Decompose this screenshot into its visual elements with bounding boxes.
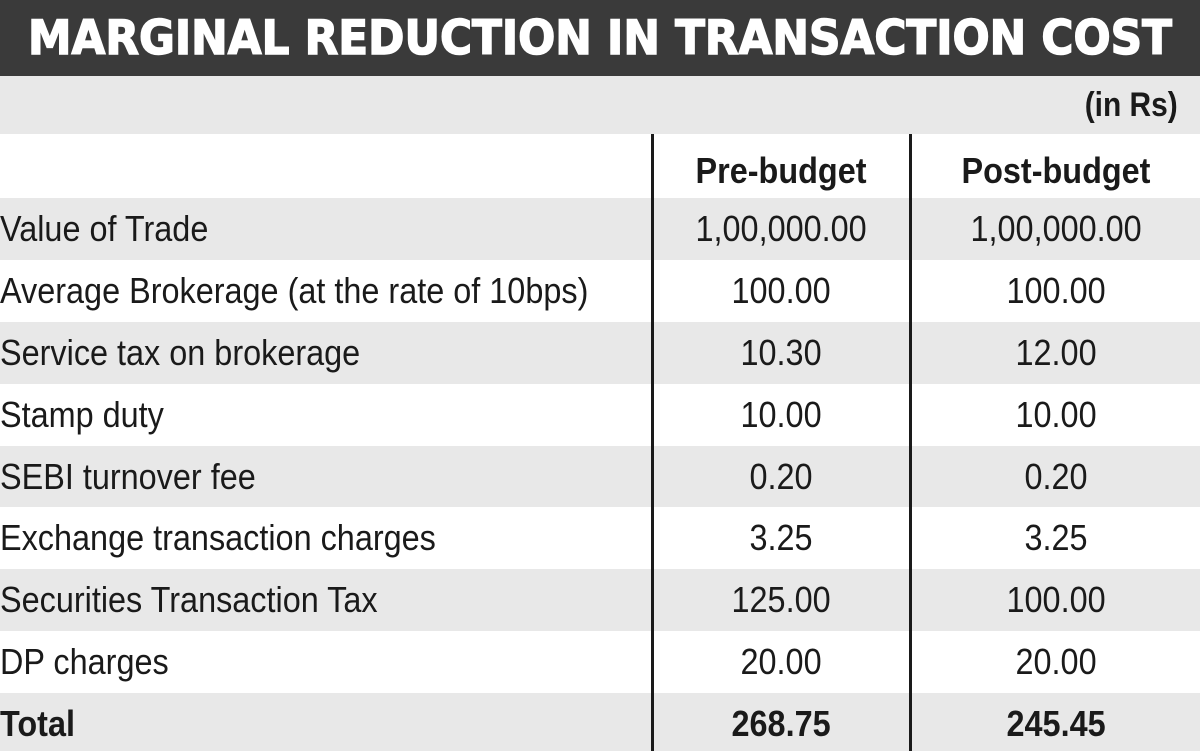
row-label: Average Brokerage (at the rate of 10bps) [0,269,589,311]
header-row: Pre-budget Post-budget [0,134,1200,198]
column-header-pre-budget: Pre-budget [650,134,910,198]
table-row: Exchange transaction charges 3.25 3.25 [0,507,1200,570]
row-label: SEBI turnover fee [0,455,256,497]
header-blank [0,134,652,198]
pre-budget-value: 100.00 [650,259,910,322]
cost-table: Pre-budget Post-budget Value of Trade 1,… [0,134,1200,751]
total-pre-budget-value: 268.75 [650,693,910,751]
pre-budget-value: 10.00 [650,383,910,446]
table-row: SEBI turnover fee 0.20 0.20 [0,445,1200,508]
total-label: Total [0,703,75,745]
table-row: Securities Transaction Tax 125.00 100.00 [0,569,1200,632]
row-label: Securities Transaction Tax [0,579,378,621]
post-budget-value: 20.00 [908,631,1200,694]
table-row: Service tax on brokerage 10.30 12.00 [0,321,1200,384]
unit-note: (in Rs) [1084,86,1178,124]
row-label: Exchange transaction charges [0,517,436,559]
post-budget-value: 100.00 [908,259,1200,322]
post-budget-value: 1,00,000.00 [908,198,1200,260]
total-post-budget-value: 245.45 [908,693,1200,751]
pre-budget-value: 10.30 [650,321,910,384]
column-header-post-budget: Post-budget [908,134,1200,198]
title-bar: MARGINAL REDUCTION IN TRANSACTION COST [0,0,1200,76]
table-row: DP charges 20.00 20.00 [0,631,1200,694]
row-label: Service tax on brokerage [0,331,361,373]
table-row: Stamp duty 10.00 10.00 [0,383,1200,446]
row-label: DP charges [0,641,169,683]
table-title: MARGINAL REDUCTION IN TRANSACTION COST [27,10,1172,67]
total-row: Total 268.75 245.45 [0,693,1200,751]
post-budget-value: 100.00 [908,569,1200,632]
pre-budget-value: 0.20 [650,445,910,508]
unit-band: (in Rs) [0,76,1200,134]
table-row: Value of Trade 1,00,000.00 1,00,000.00 [0,198,1200,260]
row-label: Stamp duty [0,393,164,435]
post-budget-value: 3.25 [908,507,1200,570]
table-row: Average Brokerage (at the rate of 10bps)… [0,259,1200,322]
post-budget-value: 10.00 [908,383,1200,446]
pre-budget-value: 3.25 [650,507,910,570]
pre-budget-value: 125.00 [650,569,910,632]
pre-budget-value: 1,00,000.00 [650,198,910,260]
row-label: Value of Trade [0,207,209,249]
post-budget-value: 0.20 [908,445,1200,508]
pre-budget-value: 20.00 [650,631,910,694]
post-budget-value: 12.00 [908,321,1200,384]
